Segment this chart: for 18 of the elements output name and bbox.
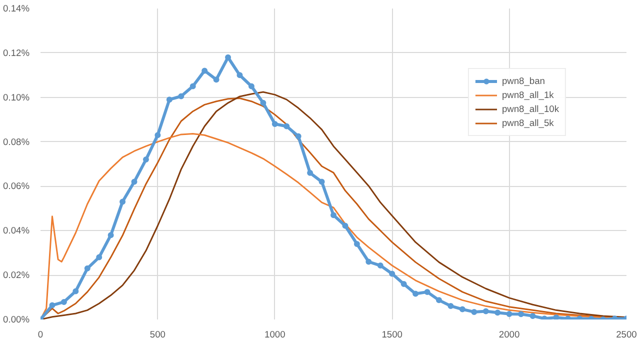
x-tick-label: 2000 (498, 330, 520, 340)
x-tick-label: 500 (150, 330, 166, 340)
y-tick-label: 0.10% (3, 92, 30, 102)
y-tick-label: 0.00% (3, 314, 30, 324)
y-tick-label: 0.02% (3, 270, 30, 280)
legend-label: pwn8_all_1k (502, 89, 554, 101)
y-tick-label: 0.14% (3, 4, 30, 14)
y-tick-label: 0.08% (3, 136, 30, 147)
x-tick-label: 1000 (264, 330, 286, 340)
x-tick-label: 2500 (616, 330, 637, 340)
y-tick-label: 0.04% (3, 226, 30, 236)
y-tick-label: 0.12% (3, 48, 30, 58)
legend-label: pwn8_all_10k (502, 103, 559, 115)
x-tick-label: 1500 (382, 330, 402, 340)
legend-label: pwn8_ban (502, 75, 545, 87)
legend-label: pwn8_all_5k (502, 117, 554, 129)
x-tick-label: 0 (38, 330, 44, 340)
y-tick-label: 0.06% (3, 181, 30, 192)
